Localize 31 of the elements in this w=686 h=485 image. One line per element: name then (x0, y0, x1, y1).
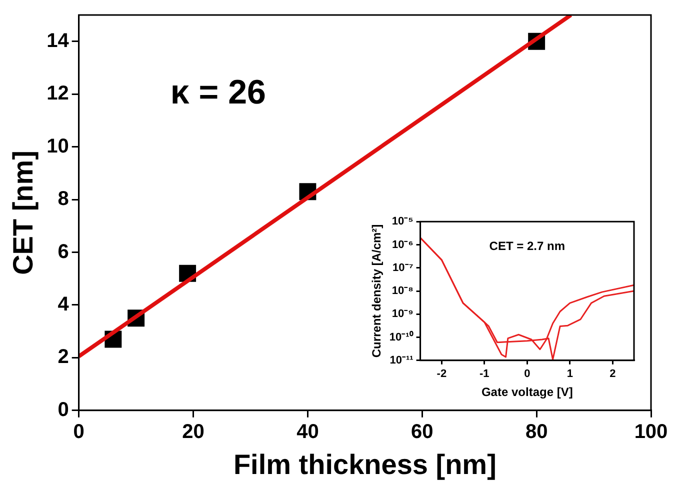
y-tick-label: 8 (58, 188, 69, 210)
y-axis-title: Current density [A/cm²] (370, 224, 384, 358)
y-tick-label: 10⁻⁹ (392, 308, 414, 320)
y-tick-label: 10 (46, 135, 69, 158)
x-tick-label: -1 (480, 368, 490, 380)
annotation: CET = 2.7 nm (489, 238, 566, 253)
x-tick-label: 80 (525, 420, 548, 443)
x-axis-title: Gate voltage [V] (481, 385, 573, 400)
x-tick-label: 0 (73, 420, 84, 443)
x-tick-label: 2 (610, 368, 616, 380)
x-tick-label: 100 (634, 420, 668, 443)
x-tick-label: 40 (296, 420, 319, 443)
y-tick-label: 0 (58, 398, 69, 421)
y-tick-label: 6 (58, 240, 69, 263)
annotation: κ = 26 (170, 73, 266, 112)
y-tick-label: 10⁻⁶ (392, 238, 414, 251)
x-tick-label: 20 (182, 420, 204, 443)
x-axis-title: Film thickness [nm] (233, 448, 496, 480)
y-tick-label: 10⁻¹⁰ (389, 330, 414, 344)
x-tick-label: -2 (436, 368, 447, 380)
x-tick-label: 60 (411, 420, 434, 443)
x-tick-label: 1 (566, 368, 573, 380)
y-tick-label: 10⁻¹¹ (390, 354, 414, 366)
x-tick-label: 0 (524, 368, 530, 380)
y-tick-label: 14 (46, 30, 70, 52)
y-tick-label: 4 (58, 293, 70, 316)
y-axis-title: CET [nm] (8, 150, 39, 275)
y-tick-label: 10⁻⁷ (392, 262, 414, 274)
y-tick-label: 10⁻⁵ (392, 216, 414, 228)
y-tick-label: 10⁻⁸ (392, 285, 414, 298)
y-tick-label: 12 (46, 82, 69, 105)
